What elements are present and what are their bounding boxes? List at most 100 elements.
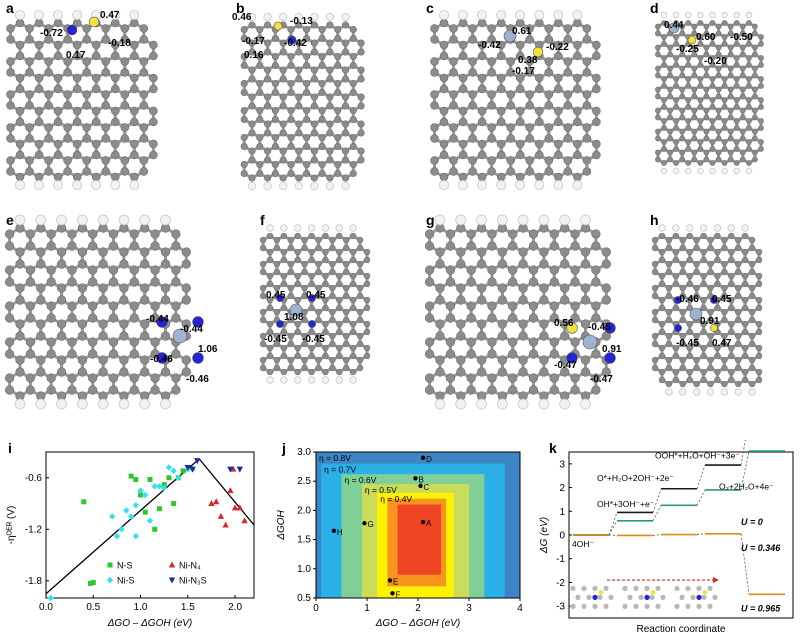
carbon-atom — [45, 124, 53, 132]
carbon-atom — [45, 91, 53, 99]
carbon-atom — [425, 350, 434, 359]
charge-label: 1.06 — [198, 344, 217, 355]
charge-label: 1.08 — [284, 312, 303, 323]
carbon-atom — [488, 266, 497, 275]
carbon-atom — [661, 118, 666, 123]
carbon-atom — [545, 91, 553, 99]
carbon-atom — [257, 134, 263, 140]
carbon-atom — [78, 368, 87, 377]
carbon-atom — [734, 83, 739, 88]
carbon-atom — [488, 278, 497, 287]
carbon-atom — [592, 230, 601, 239]
carbon-atom — [343, 365, 349, 371]
carbon-atom — [488, 91, 496, 99]
carbon-atom — [323, 257, 329, 263]
carbon-atom — [655, 52, 660, 57]
carbon-atom — [704, 73, 709, 78]
hydrogen-atom — [295, 182, 303, 190]
carbon-atom — [288, 365, 294, 371]
carbon-atom — [54, 151, 62, 159]
carbon-atom — [88, 314, 97, 323]
carbon-atom — [274, 245, 280, 251]
carbon-atom — [686, 20, 691, 25]
carbon-atom — [161, 368, 170, 377]
carbon-atom — [182, 248, 191, 257]
carbon-atom — [357, 309, 363, 315]
carbon-atom — [478, 85, 486, 93]
hydrogen-atom — [539, 399, 549, 409]
carbon-atom — [467, 350, 476, 359]
carbon-atom — [488, 102, 496, 110]
carbon-atom — [26, 374, 35, 383]
carbon-atom — [573, 151, 581, 159]
carbon-atom — [272, 35, 278, 41]
hydrogen-atom — [697, 12, 703, 18]
carbon-atom — [57, 356, 66, 365]
carbon-atom — [45, 135, 53, 143]
hydrogen-atom — [497, 215, 507, 225]
hydrogen-atom — [57, 215, 67, 225]
carbon-atom — [440, 85, 448, 93]
carbon-atom — [746, 146, 751, 151]
carbon-atom — [752, 45, 757, 50]
carbon-atom — [295, 345, 301, 351]
carbon-atom — [102, 135, 110, 143]
carbon-atom — [446, 266, 455, 275]
carbon-atom — [7, 36, 15, 44]
carbon-atom — [342, 175, 348, 181]
carbon-atom — [540, 284, 549, 293]
carbon-atom — [257, 80, 263, 86]
carbon-atom — [121, 69, 129, 77]
carbon-atom — [257, 62, 263, 68]
carbon-atom — [257, 89, 263, 95]
carbon-atom — [47, 266, 56, 275]
carbon-atom — [78, 320, 87, 329]
carbon-atom — [172, 230, 181, 239]
carbon-atom — [309, 281, 315, 287]
carbon-atom — [752, 66, 757, 71]
charge-label: -0.22 — [546, 42, 569, 53]
carbon-atom — [728, 73, 733, 78]
hydrogen-atom — [326, 13, 334, 21]
carbon-atom — [309, 353, 315, 359]
carbon-atom — [431, 36, 439, 44]
carbon-atom — [350, 321, 356, 327]
carbon-atom — [431, 58, 439, 66]
carbon-atom — [323, 353, 329, 359]
carbon-atom — [288, 245, 294, 251]
carbon-atom — [573, 19, 581, 27]
carbon-atom — [358, 76, 364, 82]
carbon-atom — [272, 116, 278, 122]
carbon-atom — [540, 260, 549, 269]
carbon-atom — [151, 302, 160, 311]
carbon-atom — [249, 103, 255, 109]
hydrogen-atom — [477, 399, 487, 409]
carbon-atom — [508, 242, 517, 251]
carbon-atom — [350, 62, 356, 68]
carbon-atom — [526, 91, 534, 99]
carbon-atom — [16, 85, 24, 93]
carbon-atom — [78, 284, 87, 293]
carbon-atom — [182, 296, 191, 305]
carbon-atom — [334, 89, 340, 95]
carbon-atom — [281, 233, 287, 239]
carbon-atom — [728, 87, 733, 92]
carbon-atom — [73, 140, 81, 148]
carbon-atom — [746, 118, 751, 123]
carbon-atom — [746, 62, 751, 67]
carbon-atom — [311, 148, 317, 154]
carbon-atom — [151, 230, 160, 239]
hydrogen-atom — [350, 225, 357, 232]
carbon-atom — [680, 94, 685, 99]
carbon-atom — [99, 260, 108, 269]
carbon-atom — [467, 338, 476, 347]
carbon-atom — [272, 161, 278, 167]
carbon-atom — [342, 121, 348, 127]
carbon-atom — [529, 350, 538, 359]
carbon-atom — [573, 140, 581, 148]
carbon-atom — [342, 157, 348, 163]
carbon-atom — [350, 80, 356, 86]
carbon-atom — [343, 317, 349, 323]
hydrogen-atom — [140, 399, 150, 409]
carbon-atom — [498, 296, 507, 305]
